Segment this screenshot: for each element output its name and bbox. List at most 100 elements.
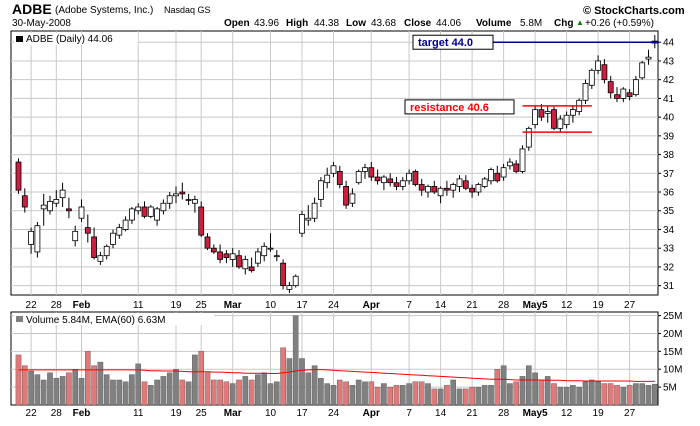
volume-y-axis: 5M 10M 15M 20M 25M	[658, 311, 682, 394]
candle	[368, 162, 375, 181]
volume-bar	[526, 365, 532, 406]
candle	[311, 197, 318, 222]
candle	[286, 281, 293, 294]
candle-body	[343, 186, 350, 206]
candle-body	[633, 79, 639, 96]
price-legend: ADBE (Daily) 44.06	[26, 34, 113, 45]
candle	[217, 244, 224, 264]
price-y-tick-label: 41	[663, 94, 675, 105]
candle	[47, 195, 53, 215]
price-y-tick-label: 42	[663, 75, 675, 86]
candle-body	[72, 230, 79, 242]
volume-x-tick-label: 28	[51, 408, 63, 419]
candle	[500, 163, 507, 181]
volume-bar	[475, 386, 482, 406]
candle	[317, 177, 324, 207]
volume-x-tick-label: 19	[170, 408, 182, 419]
volume-bar	[185, 381, 192, 406]
candle-body	[217, 251, 224, 260]
volume-bar	[40, 379, 47, 406]
candle-body	[481, 178, 488, 187]
price-x-tick-label: Mar	[224, 300, 242, 311]
candle	[412, 169, 419, 187]
volume-x-tick-label: 21	[467, 408, 479, 419]
candle-body	[248, 266, 255, 272]
candle	[330, 162, 337, 178]
volume-bar	[261, 372, 268, 406]
volume-bar	[456, 388, 463, 406]
volume-bar	[507, 383, 513, 406]
volume-x-tick-label: 27	[624, 408, 636, 419]
candle	[147, 205, 154, 219]
volume-bar	[84, 351, 91, 406]
candle	[242, 255, 249, 275]
annotations: target 44.0 resistance 40.6	[404, 34, 659, 133]
candle-body	[469, 187, 476, 193]
volume-bar	[337, 379, 343, 406]
candle-body	[532, 109, 538, 126]
volume-value: 5.8M	[520, 18, 542, 29]
candle	[210, 244, 217, 254]
volume-bar	[589, 379, 595, 406]
chart-date: 30-May-2008	[12, 18, 71, 29]
volume-bar	[28, 370, 34, 406]
candle	[362, 163, 368, 179]
candle	[53, 190, 60, 207]
price-x-tick-label: 21	[467, 300, 479, 311]
volume-x-tick-label: Apr	[363, 408, 380, 419]
volume-bar	[330, 385, 337, 406]
candle-body	[406, 172, 413, 182]
candle-body	[494, 172, 501, 182]
target-label: target 44.0	[418, 37, 473, 49]
candle	[570, 105, 576, 123]
candle-body	[135, 206, 142, 212]
volume-y-tick-label: 20M	[663, 329, 682, 340]
volume-bar	[381, 383, 387, 406]
candle-body	[15, 161, 22, 191]
candle-body	[380, 176, 387, 184]
candle	[59, 182, 66, 207]
candle	[198, 201, 205, 237]
candle-body	[53, 199, 60, 204]
volume-bar	[66, 372, 72, 406]
candle	[135, 203, 142, 215]
candle-body	[110, 232, 116, 245]
volume-bar	[437, 388, 444, 406]
exchange: Nasdaq GS	[164, 5, 211, 15]
volume-bar	[179, 379, 186, 406]
volume-bar	[53, 377, 60, 406]
candle	[645, 49, 652, 65]
price-y-tick-label: 34	[663, 225, 675, 236]
candle	[425, 184, 431, 198]
candle	[103, 244, 110, 260]
candle-body	[355, 171, 362, 184]
candle-body	[431, 186, 438, 193]
candle-body	[462, 180, 469, 189]
volume-y-tick-label: 10M	[663, 365, 682, 376]
candle	[532, 105, 538, 129]
candle-body	[236, 255, 242, 268]
candle-body	[223, 253, 230, 258]
candle-body	[21, 195, 28, 208]
volume-bar	[469, 386, 475, 406]
volume-bar	[519, 376, 526, 406]
volume-bar	[532, 372, 538, 406]
candle-body	[399, 180, 406, 187]
ema60-line	[18, 369, 655, 382]
candle-body	[84, 227, 91, 234]
price-x-tick-label: 12	[561, 300, 573, 311]
price-x-tick-label: 19	[593, 300, 605, 311]
volume-bar	[368, 381, 375, 406]
volume-bar	[286, 358, 293, 406]
candle-body	[261, 245, 268, 257]
candle	[614, 87, 620, 103]
volume-bar	[400, 385, 406, 406]
candle	[128, 207, 135, 224]
candle-body	[317, 180, 324, 200]
candle	[280, 259, 287, 290]
candle	[431, 180, 438, 194]
volume-bar	[166, 372, 173, 406]
price-x-tick-label: 17	[296, 300, 308, 311]
candle-body	[91, 236, 97, 258]
candle	[506, 158, 513, 170]
